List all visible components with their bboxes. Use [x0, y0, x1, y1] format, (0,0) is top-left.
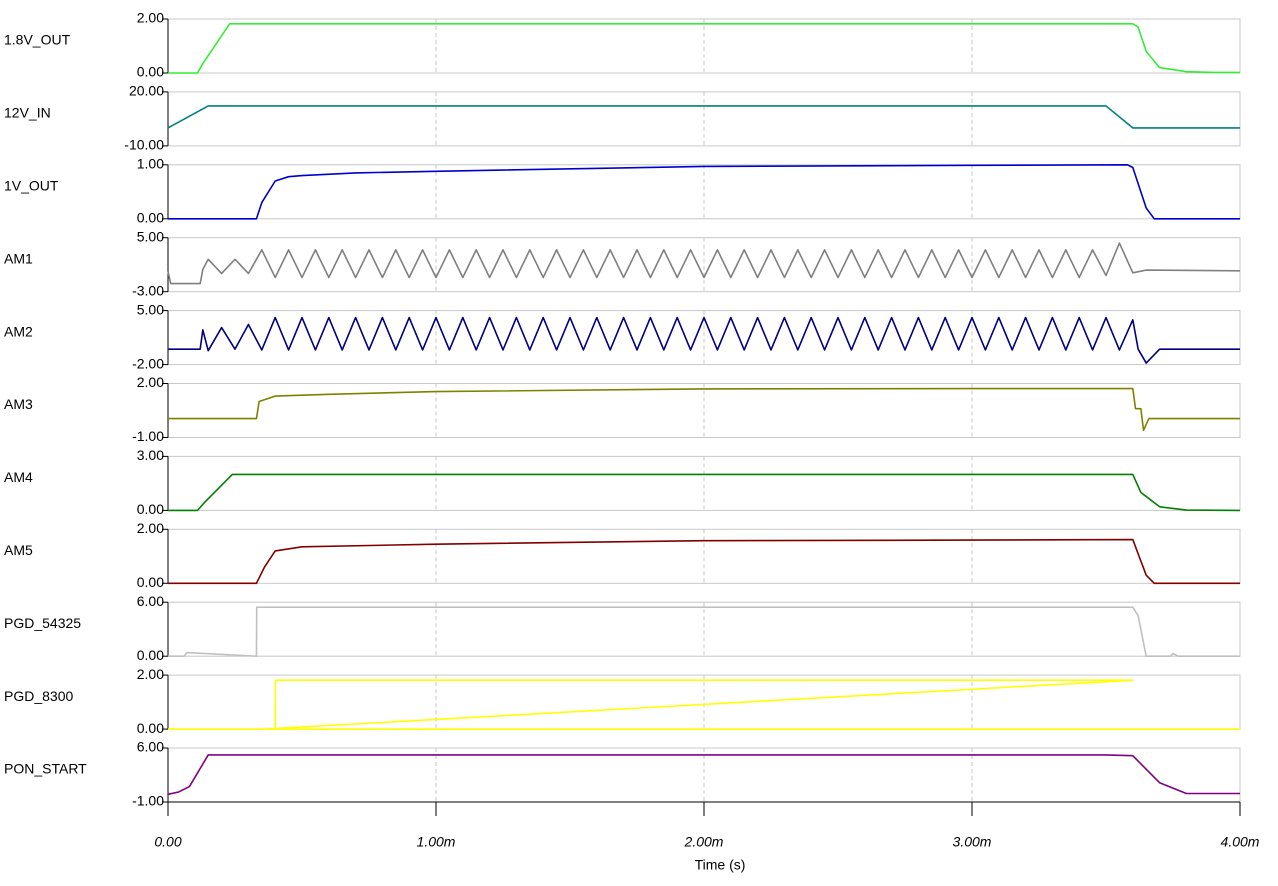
y-tick-label: 0.00	[137, 647, 164, 663]
y-tick-label: 2.00	[137, 374, 164, 390]
x-tick-label: 4.00m	[1221, 834, 1260, 850]
y-tick-label: -2.00	[132, 355, 164, 371]
series-line	[168, 387, 1240, 432]
series-name: PON_START	[4, 761, 87, 777]
y-tick-label: -1.00	[132, 428, 164, 444]
series-line	[168, 164, 1240, 220]
x-tick-label: 1.00m	[417, 834, 456, 850]
y-tick-label: 0.00	[137, 210, 164, 226]
x-tick-label: 2.00m	[684, 834, 724, 850]
series-name: PGD_54325	[4, 615, 81, 631]
series-name: 1V_OUT	[4, 178, 59, 194]
series-line	[168, 473, 1241, 512]
y-tick-label: 0.00	[137, 720, 164, 736]
y-tick-label: 0.00	[137, 574, 164, 590]
series-line	[168, 679, 1240, 730]
series-line	[168, 538, 1240, 585]
y-tick-label: -10.00	[124, 137, 164, 153]
series-line	[167, 242, 1241, 285]
y-tick-label: 20.00	[129, 83, 164, 99]
series-line	[168, 606, 1240, 657]
series-name: AM1	[4, 250, 33, 266]
x-axis-label: Time (s)	[695, 857, 746, 873]
series-line	[167, 754, 1240, 796]
y-tick-label: 5.00	[137, 228, 164, 244]
series-line	[167, 105, 1240, 129]
x-tick-label: 3.00m	[953, 834, 992, 850]
series-line	[168, 316, 1240, 364]
y-tick-label: 0.00	[137, 501, 164, 517]
series-line	[168, 23, 1240, 74]
y-tick-label: 6.00	[137, 739, 164, 755]
y-tick-label: -3.00	[132, 282, 164, 298]
series-name: AM2	[4, 323, 33, 339]
y-tick-label: 6.00	[137, 593, 164, 609]
y-tick-label: 1.00	[137, 156, 164, 172]
series-name: PGD_8300	[4, 688, 73, 704]
y-tick-label: 2.00	[137, 666, 164, 682]
series-name: AM5	[4, 542, 33, 558]
y-tick-label: 5.00	[137, 301, 164, 317]
y-tick-label: 2.00	[137, 10, 164, 26]
y-tick-label: -1.00	[132, 793, 164, 809]
x-tick-label: 0.00	[154, 834, 181, 850]
series-name: 1.8V_OUT	[4, 32, 71, 48]
series-name: AM3	[4, 396, 33, 412]
series-name: 12V_IN	[4, 105, 51, 121]
y-tick-label: 2.00	[137, 520, 164, 536]
y-tick-label: 3.00	[137, 447, 164, 463]
series-name: AM4	[4, 469, 33, 485]
y-tick-label: 0.00	[137, 64, 164, 80]
